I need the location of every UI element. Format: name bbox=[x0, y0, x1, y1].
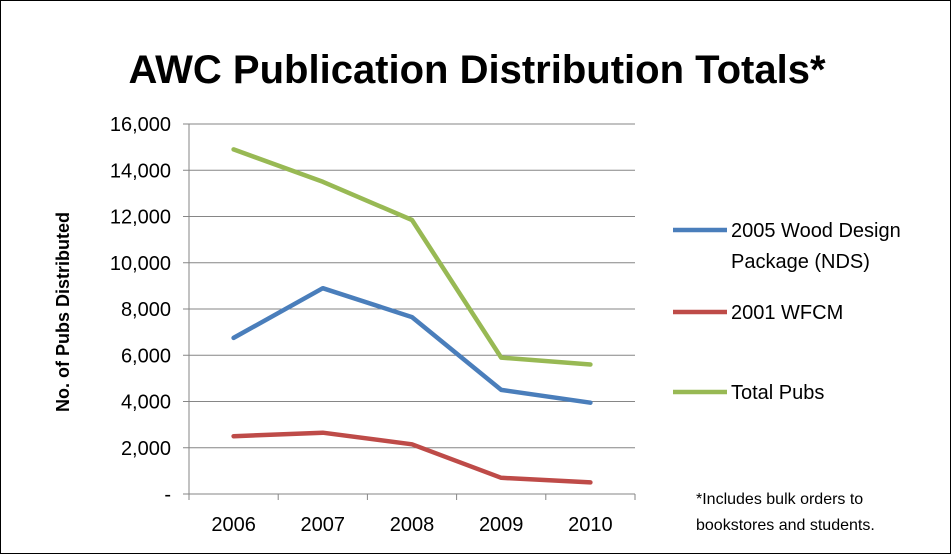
series-lines bbox=[231, 147, 593, 485]
x-tick-label: 2009 bbox=[479, 514, 524, 536]
y-tick-label: - bbox=[164, 484, 171, 506]
axes bbox=[183, 123, 636, 500]
series-line-1 bbox=[231, 430, 593, 485]
x-tick-label: 2008 bbox=[390, 514, 435, 536]
footnote: *Includes bulk orders to bookstores and s… bbox=[696, 491, 875, 534]
y-tick-label: 6,000 bbox=[121, 345, 171, 367]
x-tick-labels: 2006 2007 2008 2009 2010 bbox=[211, 514, 612, 536]
series-line-2 bbox=[231, 147, 593, 367]
legend: 2005 Wood Design Package (NDS) 2001 WFCM To… bbox=[673, 220, 901, 404]
legend-label: Total Pubs bbox=[731, 382, 824, 404]
chart-title: AWC Publication Distribution Totals* bbox=[128, 48, 825, 92]
y-tick-label: 16,000 bbox=[110, 114, 171, 136]
y-tick-label: 12,000 bbox=[110, 207, 171, 229]
y-tick-label: 14,000 bbox=[110, 160, 171, 182]
y-tick-label: 8,000 bbox=[121, 299, 171, 321]
y-tick-label: 2,000 bbox=[121, 438, 171, 460]
x-tick-label: 2006 bbox=[211, 514, 256, 536]
y-tick-labels: - 2,000 4,000 6,000 8,000 10,000 12,000 14,000 1… bbox=[110, 114, 171, 506]
y-axis-label: No. of Pubs Distributed bbox=[53, 212, 73, 412]
x-tick-label: 2010 bbox=[568, 514, 613, 536]
series-line-0 bbox=[231, 285, 593, 405]
legend-label: 2005 Wood Design bbox=[731, 220, 901, 242]
x-tick-label: 2007 bbox=[301, 514, 346, 536]
footnote-line: *Includes bulk orders to bbox=[696, 491, 863, 508]
gridlines bbox=[189, 123, 635, 449]
footnote-line: bookstores and students. bbox=[696, 517, 875, 534]
legend-label: 2001 WFCM bbox=[731, 302, 843, 324]
y-tick-label: 10,000 bbox=[110, 253, 171, 275]
legend-label: Package (NDS) bbox=[731, 251, 870, 273]
y-tick-label: 4,000 bbox=[121, 392, 171, 414]
